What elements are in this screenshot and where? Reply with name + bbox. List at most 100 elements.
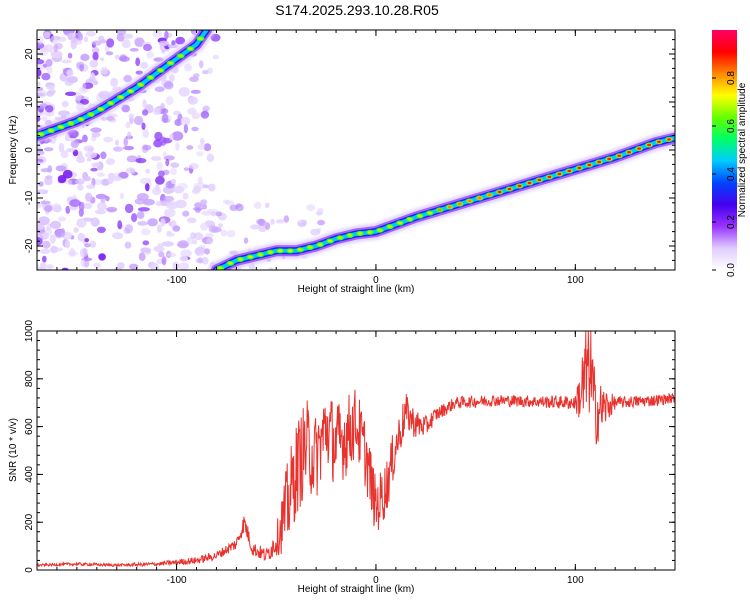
noise-blob: [92, 51, 99, 61]
noise-blob: [142, 240, 150, 246]
noise-blob: [183, 167, 189, 171]
noise-blob: [268, 267, 274, 270]
noise-blob: [177, 240, 189, 249]
noise-blob: [166, 252, 177, 257]
noise-blob: [201, 210, 213, 216]
upper-branch-bead-peak: [108, 102, 113, 105]
spectrogram-ytick-label: 20: [24, 48, 35, 60]
noise-blob: [196, 151, 204, 157]
snr-xtick-label: 100: [567, 575, 584, 586]
noise-blob: [210, 211, 217, 217]
lower-branch-bead-peak: [427, 211, 432, 215]
noise-blob: [317, 207, 324, 214]
lower-branch-bead-peak: [407, 218, 412, 221]
noise-blob: [191, 126, 199, 132]
upper-branch-bead-peak: [188, 47, 193, 50]
noise-blob: [142, 144, 152, 151]
noise-blob: [202, 184, 210, 189]
lower-branch-bead-peak: [358, 232, 362, 235]
upper-branch-bead-peak: [58, 125, 63, 129]
lower-branch-bead-peak: [477, 196, 482, 200]
noise-blob: [161, 256, 167, 266]
snr-xtick-label: -100: [167, 575, 187, 586]
noise-blob: [206, 153, 215, 163]
noise-blob: [212, 54, 219, 60]
noise-blob: [99, 57, 105, 61]
noise-blob: [46, 85, 55, 90]
noise-blob: [204, 248, 210, 255]
noise-blob: [257, 224, 268, 233]
noise-blob: [89, 240, 97, 248]
noise-blob: [105, 158, 115, 166]
noise-blob: [182, 210, 190, 217]
noise-blob: [195, 207, 201, 213]
noise-blob: [66, 76, 78, 84]
noise-blob: [264, 202, 270, 209]
noise-blob: [37, 68, 42, 77]
upper-branch-bead-peak: [138, 83, 143, 86]
noise-blob: [106, 38, 115, 48]
lower-branch-bead-peak: [607, 157, 612, 161]
noise-blob: [199, 199, 207, 205]
noise-blob: [162, 151, 167, 157]
noise-blob: [84, 202, 93, 209]
noise-blob: [155, 201, 162, 207]
snr-ylabel: SNR (10 * v/v): [8, 418, 19, 482]
noise-blob: [153, 245, 165, 253]
noise-blob: [43, 147, 54, 152]
noise-blob: [202, 70, 209, 75]
noise-blob: [121, 104, 130, 113]
noise-blob: [101, 178, 110, 186]
noise-blob: [116, 33, 125, 42]
noise-blob: [165, 201, 178, 209]
noise-blob: [80, 98, 89, 105]
noise-blob: [77, 232, 86, 242]
noise-blob: [50, 35, 59, 45]
noise-blob: [117, 220, 123, 230]
colorbar-tick-label: 0.4: [726, 167, 737, 181]
noise-blob: [250, 224, 260, 230]
noise-blob: [45, 59, 53, 67]
noise-blob: [110, 77, 119, 87]
snr-ytick-label: 200: [24, 513, 35, 530]
snr-ytick-label: 1000: [24, 319, 35, 342]
noise-blob: [118, 171, 129, 179]
noise-blob: [154, 86, 165, 92]
noise-blob: [142, 99, 147, 109]
lower-branch-bead-peak: [617, 154, 622, 157]
noise-blob: [159, 136, 167, 146]
noise-blob: [39, 248, 51, 254]
lower-branch-bead-peak: [417, 214, 422, 218]
lower-branch-bead-peak: [537, 178, 542, 182]
colorbar: 0.0 0.2 0.4 0.6 0.8 Normalized spectral ampl…: [712, 30, 748, 277]
noise-blob: [226, 229, 236, 238]
noise-blob: [158, 40, 170, 47]
noise-blob: [193, 232, 204, 241]
noise-blob: [134, 37, 145, 47]
noise-blob: [297, 222, 307, 227]
noise-blob: [41, 116, 48, 122]
lower-branch-bead-peak: [258, 253, 263, 256]
noise-blob: [61, 267, 69, 270]
noise-blob: [235, 203, 244, 212]
noise-blob: [206, 238, 214, 245]
noise-blob: [180, 249, 192, 258]
noise-blob: [83, 145, 95, 152]
snr-series: [37, 331, 675, 568]
noise-blob: [37, 42, 45, 49]
noise-blob: [138, 252, 146, 262]
noise-blob: [124, 241, 132, 249]
spectrogram-xlabel: Height of straight line (km): [298, 284, 415, 295]
noise-blob: [178, 87, 190, 97]
noise-blob: [65, 240, 71, 249]
noise-blob: [76, 184, 84, 191]
noise-blob: [129, 168, 136, 175]
noise-blob: [178, 262, 190, 270]
noise-blob: [69, 248, 76, 257]
noise-blob: [175, 142, 180, 151]
noise-blob: [197, 257, 204, 264]
noise-blob: [37, 202, 42, 209]
noise-blob: [52, 247, 63, 252]
noise-blob: [135, 57, 141, 67]
